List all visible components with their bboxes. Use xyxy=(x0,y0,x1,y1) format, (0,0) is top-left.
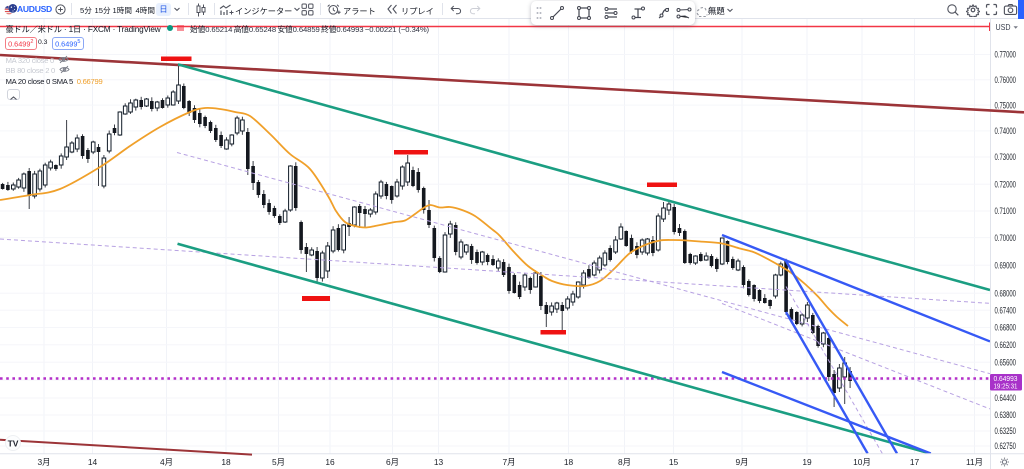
svg-text:0.75000: 0.75000 xyxy=(995,100,1017,110)
svg-text:13: 13 xyxy=(434,457,444,467)
svg-text:0.69000: 0.69000 xyxy=(995,261,1017,271)
svg-text:15: 15 xyxy=(669,457,679,467)
svg-text:5月: 5月 xyxy=(272,457,285,467)
svg-text:19:25:31: 19:25:31 xyxy=(994,382,1018,391)
svg-text:0.64993: 0.64993 xyxy=(994,374,1018,383)
svg-text:11月: 11月 xyxy=(966,457,983,467)
svg-text:19: 19 xyxy=(802,457,812,467)
svg-text:3月: 3月 xyxy=(37,457,50,467)
svg-text:0.77000: 0.77000 xyxy=(995,50,1017,60)
svg-text:9月: 9月 xyxy=(735,457,748,467)
svg-text:17: 17 xyxy=(910,457,920,467)
svg-text:0.76000: 0.76000 xyxy=(995,75,1017,85)
svg-text:0.67400: 0.67400 xyxy=(995,306,1017,316)
svg-text:0.73000: 0.73000 xyxy=(995,152,1017,162)
svg-text:0.71000: 0.71000 xyxy=(995,206,1017,216)
svg-text:18: 18 xyxy=(221,457,231,467)
svg-text:8月: 8月 xyxy=(618,457,631,467)
svg-text:18: 18 xyxy=(564,457,574,467)
svg-text:0.63800: 0.63800 xyxy=(995,410,1017,420)
svg-text:6月: 6月 xyxy=(386,457,399,467)
svg-text:4月: 4月 xyxy=(160,457,173,467)
svg-text:10月: 10月 xyxy=(853,457,871,467)
svg-text:0.65600: 0.65600 xyxy=(995,358,1017,368)
svg-text:USD: USD xyxy=(996,23,1011,32)
svg-text:0.63250: 0.63250 xyxy=(995,426,1017,436)
svg-text:14: 14 xyxy=(88,457,98,467)
svg-text:16: 16 xyxy=(325,457,335,467)
svg-text:0.70000: 0.70000 xyxy=(995,233,1017,243)
svg-text:0.64400: 0.64400 xyxy=(995,393,1017,403)
svg-text:0.66200: 0.66200 xyxy=(995,340,1017,350)
svg-text:0.68000: 0.68000 xyxy=(995,289,1017,299)
svg-text:0.62750: 0.62750 xyxy=(995,441,1017,451)
svg-text:7月: 7月 xyxy=(502,457,515,467)
svg-text:TV: TV xyxy=(8,439,19,449)
svg-text:0.66800: 0.66800 xyxy=(995,323,1017,333)
svg-text:0.72000: 0.72000 xyxy=(995,179,1017,189)
svg-text:0.74000: 0.74000 xyxy=(995,126,1017,136)
